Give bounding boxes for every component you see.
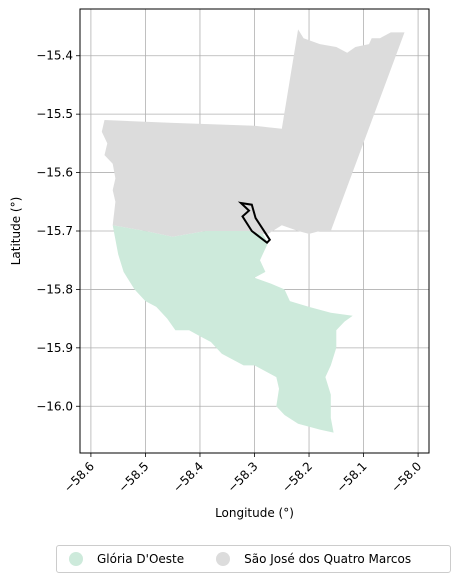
region-polygons	[101, 29, 405, 433]
x-tick-label: −58.0	[388, 459, 424, 495]
map-figure: −58.6 −58.5 −58.4 −58.3 −58.2 −58.1 −58.0 −15.…	[9, 8, 430, 520]
x-tick-label: −58.6	[61, 459, 97, 495]
highlighted-area-outline	[237, 201, 272, 245]
highlight-outline	[237, 201, 272, 245]
legend-label-gloria: Glória D'Oeste	[97, 552, 185, 566]
y-tick-label: −16.0	[36, 399, 73, 413]
x-axis-ticks: −58.6 −58.5 −58.4 −58.3 −58.2 −58.1 −58.0	[61, 453, 424, 495]
legend-marker-sao-jose	[216, 552, 231, 566]
region-gloria-doeste	[112, 225, 353, 433]
legend-item-gloria: Glória D'Oeste	[69, 552, 184, 566]
y-axis-label: Latitude (°)	[9, 197, 23, 266]
y-axis-ticks: −15.4 −15.5 −15.6 −15.7 −15.8 −15.9 −16.0	[36, 49, 80, 413]
y-tick-label: −15.5	[36, 107, 73, 121]
x-tick-label: −58.1	[334, 459, 370, 495]
legend: Glória D'Oeste São José dos Quatro Marco…	[56, 545, 451, 573]
legend-item-sao-jose: São José dos Quatro Marcos	[216, 552, 411, 566]
x-tick-label: −58.4	[170, 459, 206, 495]
legend-label-sao-jose: São José dos Quatro Marcos	[244, 552, 412, 566]
y-tick-label: −15.4	[36, 49, 73, 63]
region-sao-jose-dos-quatro-marcos	[101, 29, 405, 237]
x-tick-label: −58.3	[225, 459, 261, 495]
x-tick-label: −58.2	[279, 459, 315, 495]
y-tick-label: −15.9	[36, 341, 73, 355]
y-tick-label: −15.6	[36, 166, 73, 180]
y-tick-label: −15.8	[36, 282, 73, 296]
legend-marker-gloria	[69, 552, 83, 566]
y-tick-label: −15.7	[36, 224, 73, 238]
x-tick-label: −58.5	[116, 459, 152, 495]
x-axis-label: Longitude (°)	[215, 506, 294, 520]
